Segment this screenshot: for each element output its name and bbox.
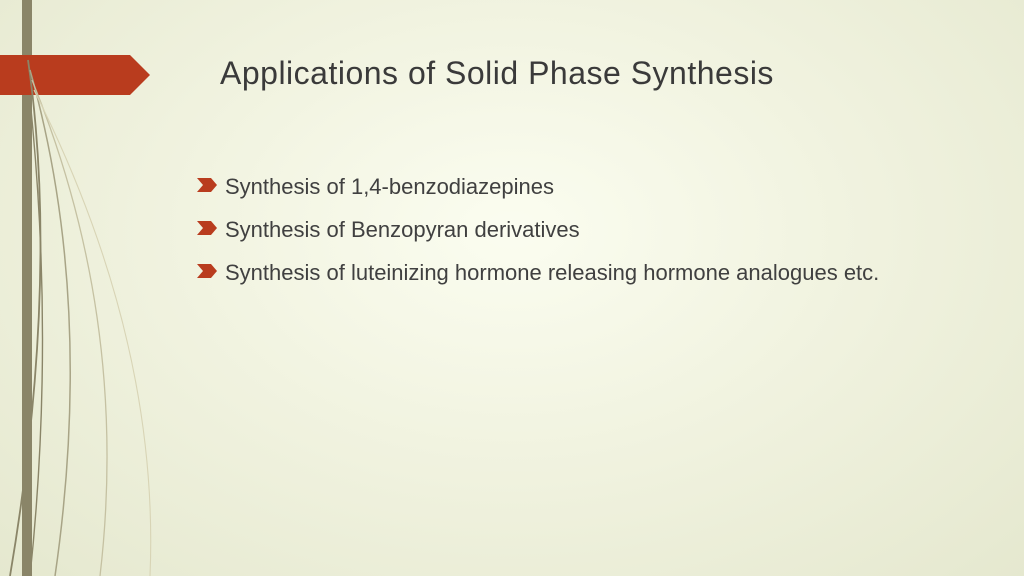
bullet-text: Synthesis of 1,4-benzodiazepines [225, 170, 915, 203]
slide-content: Synthesis of 1,4-benzodiazepines Synthes… [195, 170, 915, 299]
slide: Applications of Solid Phase Synthesis Sy… [0, 0, 1024, 576]
bullet-text: Synthesis of luteinizing hormone releasi… [225, 256, 915, 289]
title-arrow-accent [0, 55, 130, 95]
slide-title: Applications of Solid Phase Synthesis [220, 55, 774, 92]
bullet-item: Synthesis of 1,4-benzodiazepines [195, 170, 915, 203]
bookmark-arrow-icon [195, 174, 219, 198]
bookmark-arrow-icon [195, 217, 219, 241]
bullet-item: Synthesis of Benzopyran derivatives [195, 213, 915, 246]
bookmark-arrow-icon [195, 260, 219, 284]
bullet-text: Synthesis of Benzopyran derivatives [225, 213, 915, 246]
bullet-item: Synthesis of luteinizing hormone releasi… [195, 256, 915, 289]
